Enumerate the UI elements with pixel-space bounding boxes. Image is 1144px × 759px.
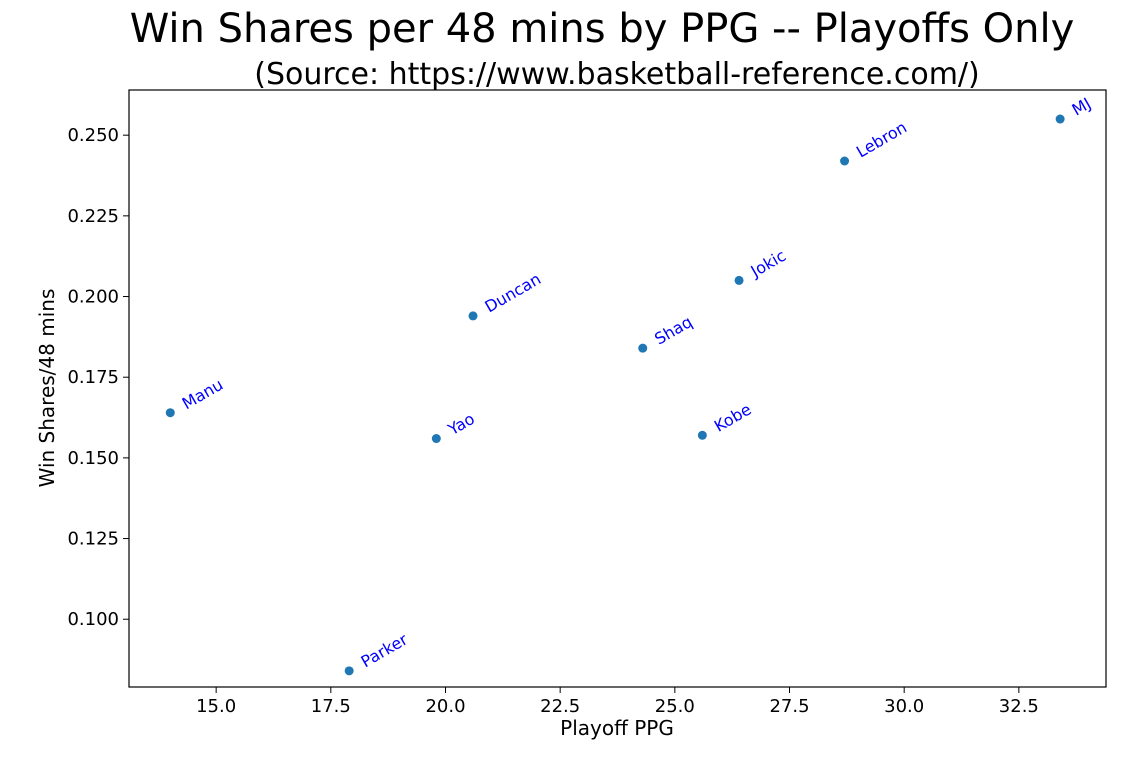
plot-area: 15.0 17.5 20.0 22.5 25.0 27.5 30.0 32.5 0.100 0.1… [67,89,1107,717]
y-tick-label: 0.125 [67,529,119,550]
data-point [165,408,175,418]
y-tick-label: 0.200 [67,287,119,308]
point-label: Kobe [711,400,755,436]
y-tick-label: 0.100 [67,609,119,630]
y-tick-label: 0.225 [67,206,119,227]
x-tick-label: 30.0 [884,696,924,717]
point-label: Manu [179,375,227,413]
chart-title: Win Shares per 48 mins by PPG -- Playoff… [130,6,1075,52]
x-tick-label: 20.0 [425,696,465,717]
data-point [697,430,707,440]
x-axis-label: Playoff PPG [560,716,674,740]
x-tick-label: 32.5 [999,696,1039,717]
data-point [431,434,441,444]
x-tick-label: 15.0 [196,696,236,717]
point-label: Parker [358,629,412,671]
y-tick-label: 0.175 [67,367,119,388]
data-point [638,343,648,353]
point-label: Duncan [482,269,545,316]
data-point [734,275,744,285]
point-label: Lebron [853,118,910,162]
axes-frame [128,89,1107,688]
point-label: Yao [444,409,478,440]
data-point [468,311,478,321]
y-tick-label: 0.150 [67,448,119,469]
data-point [840,156,850,166]
y-axis-label: Win Shares/48 mins [35,289,59,488]
chart-subtitle: (Source: https://www.basketball-referenc… [254,57,979,92]
point-label: Shaq [651,312,695,349]
x-tick-label: 27.5 [769,696,809,717]
x-tick-label: 25.0 [655,696,695,717]
data-point [1055,114,1065,124]
x-tick-label: 22.5 [540,696,580,717]
x-tick-label: 17.5 [311,696,351,717]
y-tick-label: 0.250 [67,125,119,146]
data-point [344,666,354,676]
point-label: MJ [1069,94,1095,120]
point-label: Jokic [747,246,789,281]
